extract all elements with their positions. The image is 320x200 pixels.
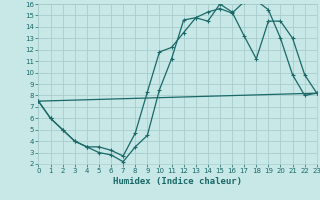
X-axis label: Humidex (Indice chaleur): Humidex (Indice chaleur) [113, 177, 242, 186]
